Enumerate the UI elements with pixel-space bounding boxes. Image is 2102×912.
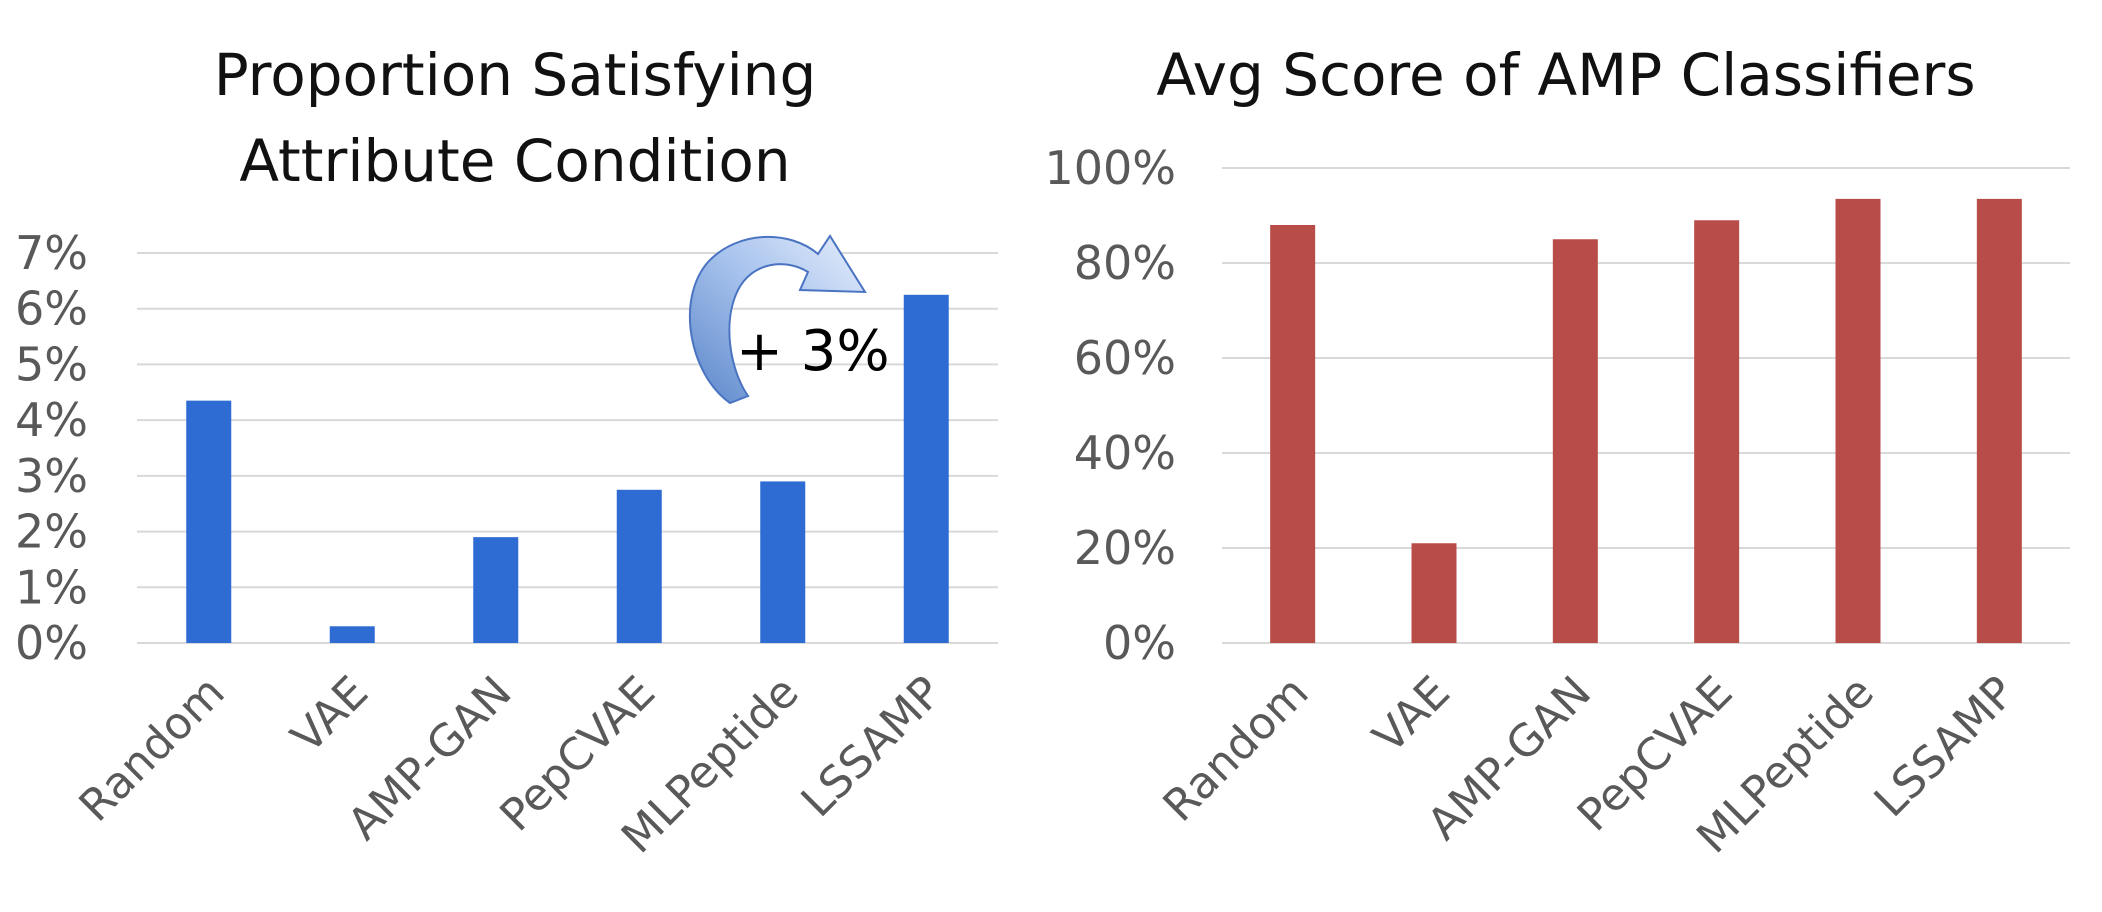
y-tick-label: 80% [1074, 236, 1176, 290]
y-tick-label: 60% [1074, 331, 1176, 385]
annotation-label: + 3% [736, 319, 890, 384]
curved-arrow-icon [688, 234, 867, 405]
bar [616, 489, 662, 643]
y-tick-label: 4% [15, 393, 88, 447]
right-chart-title: Avg Score of AMP Classifiers [1030, 32, 2102, 118]
x-tick-label: LSSAMP [1865, 667, 2025, 827]
bar [1411, 543, 1457, 643]
y-tick-label: 100% [1044, 141, 1176, 195]
bar [186, 400, 232, 643]
y-tick-label: 1% [15, 560, 88, 614]
x-tick-label: VAE [1363, 667, 1459, 763]
y-tick-label: 40% [1074, 426, 1176, 480]
bar [473, 537, 519, 643]
x-tick-label: VAE [282, 667, 378, 763]
bar [1694, 220, 1740, 643]
bar [1976, 198, 2022, 643]
right-chart-panel: Avg Score of AMP Classifiers 0% 20% 40% 60%… [1030, 0, 2102, 912]
y-tick-label: 20% [1074, 521, 1176, 575]
bar [1552, 239, 1598, 643]
bar [903, 294, 949, 643]
x-tick-label: LSSAMP [792, 667, 952, 827]
y-tick-label: 2% [15, 505, 88, 559]
x-tick-label: Random [1154, 667, 1319, 832]
bar [1835, 198, 1881, 643]
y-tick-label: 3% [15, 449, 88, 503]
y-tick-label: 6% [15, 282, 88, 336]
y-tick-label: 7% [15, 226, 88, 280]
right-chart-title-line-1: Avg Score of AMP Classifiers [1156, 41, 1976, 109]
right-bar-chart: 0%20%40%60%80%100%Random VAEAMP-GANPepCVA… [1044, 141, 2070, 863]
left-chart-title-line-2: Attribute Condition [239, 127, 791, 195]
left-chart-title-line-1: Proportion Satisfying [213, 41, 817, 109]
y-tick-label: 0% [15, 616, 88, 670]
bar [329, 626, 375, 643]
y-tick-label: 0% [1103, 616, 1176, 670]
y-tick-label: 5% [15, 337, 88, 391]
left-bar-chart: 0%1%2%3%4%5%6%7%Random VAEAMP-GANPepCVAEM… [15, 226, 998, 863]
bar [760, 481, 806, 643]
left-chart-title: Proportion Satisfying Attribute Conditio… [0, 32, 1030, 204]
left-chart-panel: Proportion Satisfying Attribute Conditio… [0, 0, 1030, 912]
x-tick-label: Random [70, 667, 235, 832]
bar [1270, 225, 1316, 643]
